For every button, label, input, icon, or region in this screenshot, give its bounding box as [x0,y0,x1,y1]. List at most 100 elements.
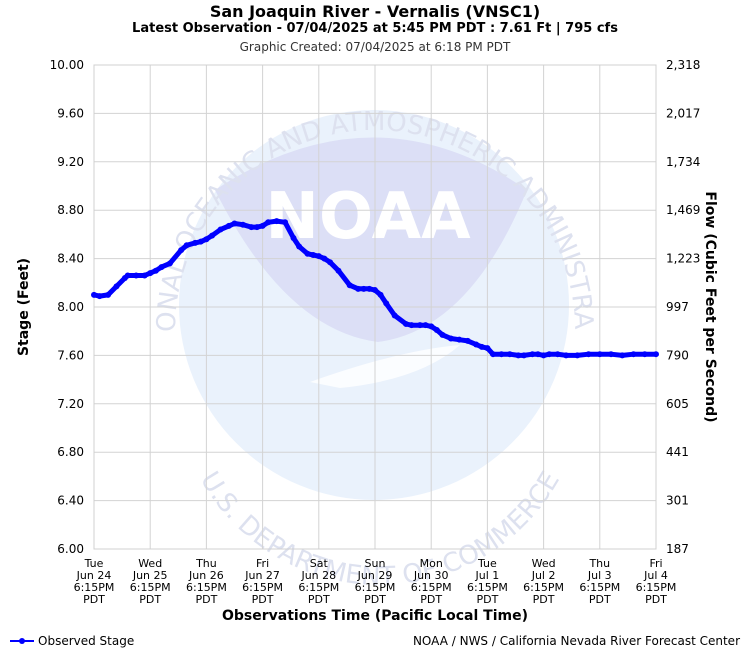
observed-stage-point [335,267,342,274]
observed-stage-point [304,250,311,257]
observed-stage-point [416,322,423,329]
x-tick-label: Tue [84,557,104,570]
observed-stage-point [203,236,210,243]
observed-stage-point [478,343,485,350]
observed-stage-point [265,219,272,226]
observed-stage-point [178,247,185,254]
x-tick-label: PDT [83,593,105,606]
watermark-logo-text: NOAA [265,180,471,254]
y2-tick-label: 997 [666,300,689,314]
x-tick-label: Mon [420,557,443,570]
observed-stage-point [498,351,505,358]
grid-lines [93,64,657,550]
x-tick-label: PDT [533,593,555,606]
y-axis-label: Stage (Feet) [16,258,32,356]
graphic-created-note: Graphic Created: 07/04/2025 at 6:18 PM P… [239,40,511,54]
x-tick-label: 6:15PM [636,581,677,594]
observed-stage-point [473,341,480,348]
noaa-watermark: NOAANATIONAL OCEANIC AND ATMOSPHERIC ADM… [0,0,598,592]
observed-stage-point [447,335,454,342]
y-tick-label: 8.00 [57,300,84,314]
y2-tick-label: 790 [666,348,689,362]
observed-stage-point [520,352,527,359]
observed-stage-point [428,323,435,330]
y2-tick-label: 1,734 [666,155,700,169]
observed-stage-point [383,300,390,307]
observed-stage-point [456,336,463,343]
x-tick-label: 6:15PM [242,581,283,594]
legend-swatch-icon [10,636,34,646]
observed-stage-point [529,351,536,358]
observed-stage-point [147,270,154,277]
x-tick-label: Jun 24 [76,569,112,582]
observed-stage-point [296,243,303,250]
observed-stage-point [585,351,592,358]
observed-stage-point [596,351,603,358]
observed-stage-point [321,255,328,262]
x-tick-label: PDT [364,593,386,606]
x-tick-label: 6:15PM [579,581,620,594]
observed-stage-point [231,220,238,227]
y2-tick-label: 1,469 [666,203,700,217]
x-tick-label: Jul 4 [643,569,668,582]
observed-stage-point [574,352,581,359]
observed-stage-point [360,285,367,292]
x-tick-label: Jun 27 [244,569,280,582]
y-tick-label: 6.00 [57,542,84,556]
x-tick-label: PDT [645,593,667,606]
y2-tick-label: 1,223 [666,252,700,266]
observed-stage-point [91,291,97,298]
observed-stage-point [372,287,378,294]
right-y-tick-labels: 187 301 441 605 790 997 1,223 1,469 1,734 2,017 2,… [666,58,700,556]
observed-stage-point [105,291,112,298]
latest-observation-subtitle: Latest Observation - 07/04/2025 at 5:45 … [132,21,618,36]
y2-tick-label: 301 [666,494,689,508]
y-tick-label: 8.40 [57,252,84,266]
x-tick-label: PDT [589,593,611,606]
observed-stage-point [377,291,384,298]
observed-stage-point [315,253,322,260]
observed-stage-point [641,351,648,358]
observed-stage-point [619,352,626,359]
left-y-tick-labels: 6.00 6.40 6.80 7.20 7.60 8.00 8.40 8.80 9.20 9.60… [50,58,84,556]
y2-tick-label: 605 [666,397,689,411]
x-tick-label: Jun 29 [357,569,393,582]
observed-stage-point [225,222,232,229]
observed-stage-point [273,218,280,225]
y-tick-label: 6.40 [57,494,84,508]
x-tick-label: 6:15PM [186,581,227,594]
observed-stage-point [355,285,362,292]
x-tick-label: Wed [138,557,162,570]
y2-tick-label: 2,318 [666,58,700,72]
y-tick-label: 10.00 [50,58,84,72]
x-tick-label: 6:15PM [298,581,339,594]
observed-stage-point [152,267,159,274]
x-tick-label: PDT [139,593,161,606]
plot-area-border [93,64,657,550]
observed-stage-point [113,283,120,290]
x-axis-label: Observations Time (Pacific Local Time) [222,608,528,624]
x-tick-label: PDT [420,593,442,606]
legend: Observed Stage [10,634,134,648]
legend-label: Observed Stage [38,634,135,648]
observed-stage-point [96,293,103,300]
x-tick-label: PDT [195,593,217,606]
observed-stage-point [433,326,440,333]
x-tick-label: Sun [365,557,386,570]
observed-stage-point [540,352,547,359]
y2-tick-label: 2,017 [666,106,700,120]
observed-stage-point [391,312,398,319]
x-tick-label: 6:15PM [355,581,396,594]
y2-tick-label: 441 [666,445,689,459]
observed-stage-point [248,224,255,231]
right-y-axis-label: Flow (Cubic Feet per Second) [702,191,718,422]
y-tick-label: 8.80 [57,203,84,217]
x-tick-label: Jul 1 [475,569,500,582]
y-tick-label: 6.80 [57,445,84,459]
observed-stage-point [515,352,522,359]
x-tick-label: Jun 28 [300,569,336,582]
y-tick-label: 7.60 [57,348,84,362]
x-tick-label: Tue [477,557,497,570]
watermark-gull-shape [215,137,527,342]
x-tick-label: Jul 3 [587,569,612,582]
